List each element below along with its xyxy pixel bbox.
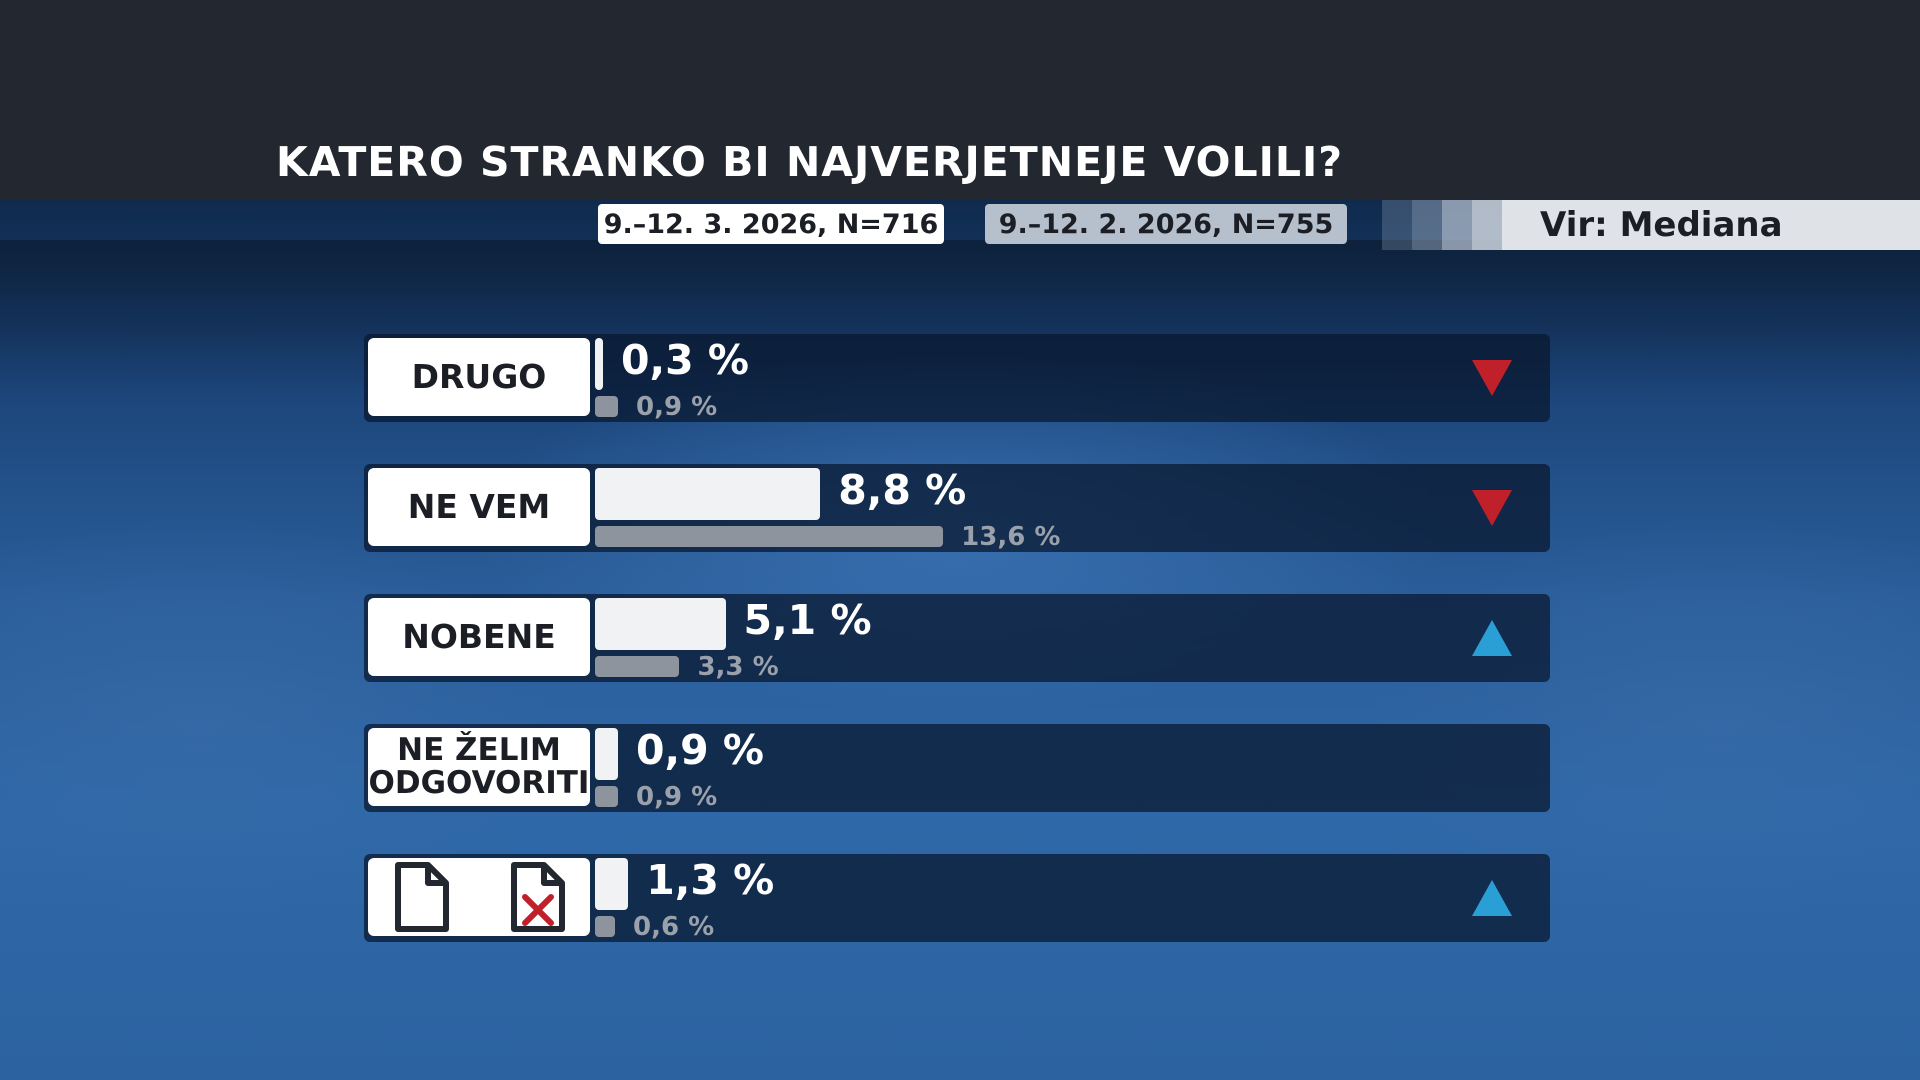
value-previous-label: 13,6 % — [961, 522, 1061, 552]
source-strip — [1382, 200, 1920, 250]
legend-current-period: 9.–12. 3. 2026, N=716 — [598, 204, 944, 244]
bar-previous — [595, 786, 619, 807]
bar-previous — [595, 526, 944, 547]
value-current-label: 0,3 % — [621, 336, 749, 384]
chart-row: NE VEM 8,8 % 13,6 % — [364, 464, 1550, 552]
category-label-text: NE ŽELIM ODGOVORITI — [369, 734, 590, 800]
value-previous-label: 3,3 % — [697, 652, 779, 682]
value-current-label: 8,8 % — [838, 466, 967, 514]
legend-previous-period: 9.–12. 2. 2026, N=755 — [985, 204, 1347, 244]
bar-current — [595, 338, 603, 390]
value-previous-label: 0,9 % — [636, 782, 718, 812]
bar-previous — [595, 396, 619, 417]
chart-row: 1,3 % 0,6 % — [364, 854, 1550, 942]
invalid-ballot-icon — [511, 862, 565, 932]
bar-current — [595, 858, 629, 910]
trend-up-icon — [1472, 620, 1512, 656]
category-label: NE ŽELIM ODGOVORITI — [368, 728, 590, 806]
bar-current — [595, 468, 821, 520]
value-previous-label: 0,6 % — [633, 912, 715, 942]
bar-current — [595, 728, 619, 780]
bar-previous — [595, 916, 615, 937]
bar-current — [595, 598, 726, 650]
value-current-label: 5,1 % — [743, 596, 872, 644]
trend-down-icon — [1472, 490, 1512, 526]
category-label — [368, 858, 590, 936]
ballot-icons — [392, 861, 566, 933]
category-label: DRUGO — [368, 338, 590, 416]
category-label: NOBENE — [368, 598, 590, 676]
trend-down-icon — [1472, 360, 1512, 396]
chart-title: KATERO STRANKO BI NAJVERJETNEJE VOLILI? — [276, 138, 1344, 186]
chart-row: NE ŽELIM ODGOVORITI 0,9 % 0,9 % — [364, 724, 1550, 812]
value-current-label: 1,3 % — [646, 856, 775, 904]
chart-row: DRUGO 0,3 % 0,9 % — [364, 334, 1550, 422]
category-label-line: NE ŽELIM — [397, 732, 561, 768]
bar-previous — [595, 656, 680, 677]
category-label: NE VEM — [368, 468, 590, 546]
title-bar: KATERO STRANKO BI NAJVERJETNEJE VOLILI? — [0, 0, 1920, 200]
value-current-label: 0,9 % — [636, 726, 765, 774]
blank-ballot-icon — [395, 862, 449, 932]
chart-row: NOBENE 5,1 % 3,3 % — [364, 594, 1550, 682]
category-label-line: ODGOVORITI — [368, 765, 590, 801]
trend-up-icon — [1472, 880, 1512, 916]
value-previous-label: 0,9 % — [636, 392, 718, 422]
source-label: Vir: Mediana — [1540, 205, 1783, 245]
